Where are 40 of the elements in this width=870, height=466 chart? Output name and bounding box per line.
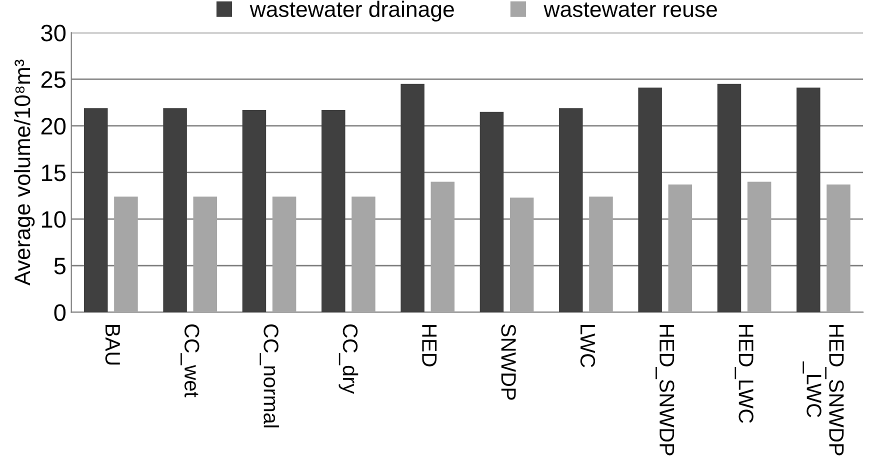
- x-tick-label: HED_SNWDP: [656, 325, 674, 456]
- bar: [84, 108, 108, 312]
- bar: [510, 198, 534, 312]
- bar: [638, 88, 662, 312]
- y-axis-title: Average volume/10⁸m³: [14, 60, 35, 286]
- bar: [114, 196, 138, 312]
- y-tick-label: 30: [41, 24, 66, 42]
- bar: [747, 182, 772, 312]
- y-tick-label: 5: [54, 258, 66, 274]
- bar: [163, 108, 187, 312]
- bar: [430, 182, 455, 312]
- y-tick-label: 20: [41, 118, 66, 135]
- bar: [589, 196, 613, 312]
- y-tick-label: 25: [41, 71, 66, 88]
- bar: [352, 196, 376, 312]
- bar: [272, 196, 296, 312]
- x-tick-label: CC_normal: [260, 324, 279, 428]
- x-tick-label: HED_SNWDP _LWC: [802, 325, 844, 456]
- legend-label: wastewater drainage: [250, 0, 454, 22]
- y-tick-label: 0: [54, 304, 66, 322]
- x-tick-label: CC_wet: [180, 324, 200, 398]
- bar: [480, 112, 504, 312]
- x-tick-label: SNWDP: [501, 324, 516, 400]
- bar: [796, 88, 820, 312]
- legend-label: wastewater reuse: [544, 2, 717, 18]
- bar: [717, 84, 742, 312]
- bar: [826, 184, 850, 312]
- y-tick-label: 15: [42, 164, 66, 182]
- x-tick-label: CC_dry: [338, 324, 358, 394]
- x-tick-label: LWC: [580, 325, 596, 368]
- x-tick-label: HED: [422, 325, 437, 366]
- bar: [668, 184, 692, 312]
- bar: [559, 108, 583, 312]
- bar: [193, 196, 218, 312]
- x-tick-label: HED_LWC: [734, 325, 754, 423]
- y-tick-label: 10: [42, 211, 66, 228]
- bar: [322, 110, 346, 312]
- bar: [242, 110, 266, 312]
- bar: [400, 84, 424, 312]
- x-tick-label: BAU: [105, 325, 120, 365]
